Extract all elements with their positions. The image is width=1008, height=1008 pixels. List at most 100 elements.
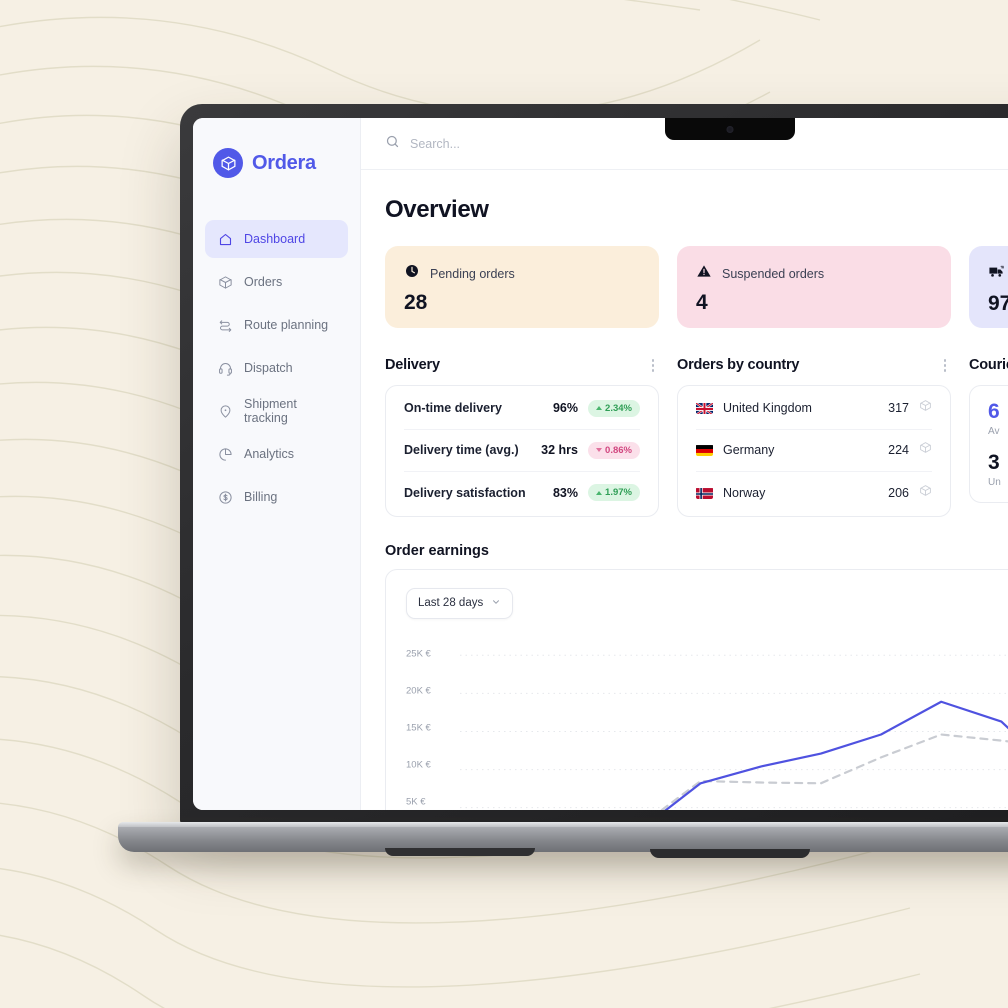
country-count: 206	[888, 485, 909, 500]
laptop-lid: Ordera Dashboard	[180, 104, 1008, 826]
sidebar-item-label: Analytics	[244, 447, 295, 461]
sidebar-item-label: Dispatch	[244, 361, 293, 375]
section-title: Order earnings	[385, 542, 489, 559]
y-axis-tick: 25K €	[406, 648, 431, 659]
package-icon	[919, 484, 932, 502]
gb-flag-icon	[696, 402, 713, 414]
sidebar-item-label: Billing	[244, 490, 278, 504]
cube-icon	[213, 148, 243, 178]
stat-card-pending-orders[interactable]: Pending orders 28	[385, 246, 659, 328]
no-flag-icon	[696, 487, 713, 499]
stat-card-in-transit[interactable]: In-transit 973	[969, 246, 1008, 328]
laptop-base-notch	[650, 849, 810, 858]
delivery-card: On-time delivery 96% 2.34% Deliver	[385, 384, 659, 517]
table-row[interactable]: United Kingdom 317	[696, 388, 932, 430]
sidebar-item-analytics[interactable]: Analytics	[205, 435, 348, 473]
table-row[interactable]: Norway 206	[696, 472, 932, 514]
sidebar-item-route-planning[interactable]: Route planning	[205, 306, 348, 344]
sidebar-item-label: Orders	[244, 275, 283, 289]
chart-series-solid	[460, 701, 1008, 810]
truck-icon	[988, 263, 1005, 285]
stat-value: 973	[988, 292, 1008, 315]
metric-name: Delivery time (avg.)	[404, 443, 519, 457]
delta-badge-down: 0.86%	[588, 441, 640, 459]
de-flag-icon	[696, 444, 713, 456]
brand-logo[interactable]: Ordera	[193, 136, 360, 184]
map-pin-icon	[217, 403, 233, 419]
search-icon	[385, 134, 400, 154]
clock-icon	[404, 263, 420, 284]
table-row[interactable]: Delivery satisfaction 83% 1.97%	[404, 472, 640, 514]
sidebar: Ordera Dashboard	[193, 118, 361, 810]
date-range-label: Last 28 days	[418, 597, 484, 609]
screen-bezel: Ordera Dashboard	[193, 118, 1008, 810]
triangle-up-icon	[596, 490, 603, 495]
courier-metric-available: 6 Av	[988, 400, 1008, 437]
webcam-icon	[726, 126, 734, 133]
sidebar-item-label: Shipment tracking	[244, 397, 297, 425]
dollar-circle-icon	[217, 489, 233, 505]
metric-value: 3	[988, 450, 1000, 474]
laptop-base	[118, 822, 1008, 852]
metric-value: 96%	[552, 401, 578, 415]
y-axis-tick: 10K €	[406, 759, 431, 770]
sidebar-item-dispatch[interactable]: Dispatch	[205, 349, 348, 387]
sidebar-item-label: Dashboard	[244, 232, 306, 246]
table-row[interactable]: On-time delivery 96% 2.34%	[404, 388, 640, 430]
metric-value: 83%	[552, 485, 578, 500]
panel-orders-by-country: Orders by country	[677, 356, 951, 517]
stat-label: Suspended orders	[722, 266, 825, 281]
earnings-line-plot	[460, 640, 1008, 811]
webcam-notch	[665, 118, 795, 140]
search-input[interactable]: Search...	[410, 136, 461, 151]
metric-name: Delivery satisfaction	[404, 485, 526, 500]
y-axis-tick: 20K €	[406, 685, 431, 696]
route-icon	[217, 317, 233, 333]
page-title: Overview	[385, 196, 489, 223]
stat-cards: Pending orders 28	[385, 246, 1008, 328]
chevron-down-icon	[491, 597, 501, 610]
stat-label: Pending orders	[430, 266, 515, 281]
stat-card-suspended-orders[interactable]: Suspended orders 4	[677, 246, 951, 328]
y-axis-tick: 15K €	[406, 722, 431, 733]
panel-title: Couriers	[969, 357, 1008, 374]
more-options-icon[interactable]	[649, 356, 658, 375]
app-screen: Ordera Dashboard	[193, 118, 1008, 810]
delta-value: 1.97%	[605, 487, 632, 498]
headset-icon	[217, 360, 233, 376]
table-row[interactable]: Delivery time (avg.) 32 hrs 0.86%	[404, 430, 640, 472]
sidebar-item-orders[interactable]: Orders	[205, 263, 348, 301]
y-axis-tick: 5K €	[406, 796, 426, 807]
delta-value: 0.86%	[605, 444, 632, 456]
date-range-select[interactable]: Last 28 days	[406, 587, 514, 619]
metric-label: Un	[988, 476, 1001, 488]
country-name: Germany	[723, 443, 775, 457]
metric-label: Av	[988, 425, 1000, 437]
sidebar-item-billing[interactable]: Billing	[205, 478, 348, 516]
country-count: 317	[888, 401, 909, 415]
panel-title: Delivery	[385, 357, 440, 374]
home-icon	[217, 231, 233, 247]
earnings-chart-card: Last 28 days 25K € 20K €	[385, 568, 1008, 811]
earnings-chart: 25K € 20K € 15K € 10K € 5K €	[406, 640, 1008, 811]
metric-value: 32 hrs	[541, 443, 578, 457]
sidebar-item-label: Route planning	[244, 318, 329, 332]
panel-title: Orders by country	[677, 357, 800, 374]
warning-icon	[696, 263, 712, 284]
package-icon	[919, 399, 932, 417]
panels-row: Delivery On-time delivery 96%	[385, 356, 1008, 517]
stat-value: 4	[696, 291, 708, 314]
country-count: 224	[888, 443, 909, 457]
pie-chart-icon	[217, 446, 233, 462]
sidebar-item-shipment-tracking[interactable]: Shipment tracking	[205, 392, 348, 430]
order-earnings-section: Order earnings Last 28 days	[385, 542, 1008, 811]
more-options-icon[interactable]	[941, 356, 950, 375]
brand-name: Ordera	[252, 151, 316, 174]
triangle-up-icon	[596, 406, 603, 410]
panel-delivery: Delivery On-time delivery 96%	[385, 356, 659, 517]
sidebar-item-dashboard[interactable]: Dashboard	[205, 220, 348, 258]
orders-by-country-card: United Kingdom 317	[677, 384, 951, 517]
delta-badge-up: 1.97%	[588, 484, 640, 501]
cube-icon	[217, 274, 233, 290]
table-row[interactable]: Germany 224	[696, 430, 932, 472]
